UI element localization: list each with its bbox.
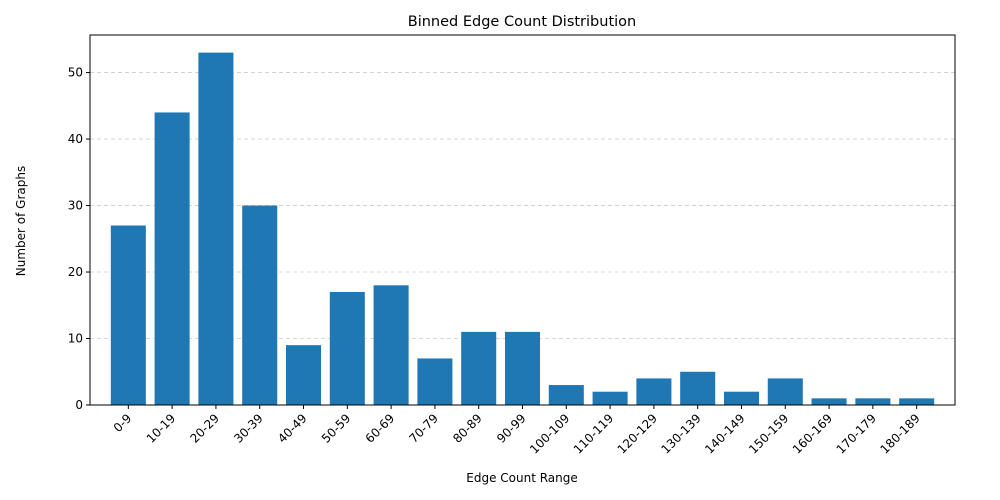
bar-160-169 (811, 398, 847, 405)
bar-120-129 (636, 378, 672, 405)
bar-30-39 (242, 205, 278, 405)
bar-110-119 (592, 391, 628, 405)
bar-100-109 (548, 385, 584, 405)
bar-170-179 (855, 398, 891, 405)
bar-0-9 (110, 225, 146, 405)
bars (110, 52, 935, 405)
bar-80-89 (461, 331, 497, 405)
y-tick-label: 40 (68, 132, 83, 146)
y-tick-label: 0 (75, 398, 83, 412)
bar-40-49 (285, 345, 322, 405)
x-axis-label: Edge Count Range (466, 471, 578, 485)
chart-title: Binned Edge Count Distribution (408, 14, 636, 30)
y-tick-label: 10 (68, 332, 83, 346)
y-tick-label: 30 (68, 199, 83, 213)
bar-10-19 (154, 112, 190, 405)
y-axis: 0 10 20 30 40 50 (68, 66, 90, 412)
bar-20-29 (198, 52, 234, 405)
bar-180-189 (899, 398, 935, 405)
bar-90-99 (504, 331, 541, 405)
bar-60-69 (373, 285, 409, 405)
y-axis-label: Number of Graphs (14, 166, 28, 276)
y-tick-label: 20 (68, 265, 83, 279)
bar-50-59 (329, 291, 365, 405)
y-tick-label: 50 (68, 66, 83, 80)
bar-140-149 (723, 391, 760, 405)
bar-150-159 (767, 378, 803, 405)
bar-70-79 (417, 358, 453, 405)
bar-130-139 (680, 371, 716, 405)
